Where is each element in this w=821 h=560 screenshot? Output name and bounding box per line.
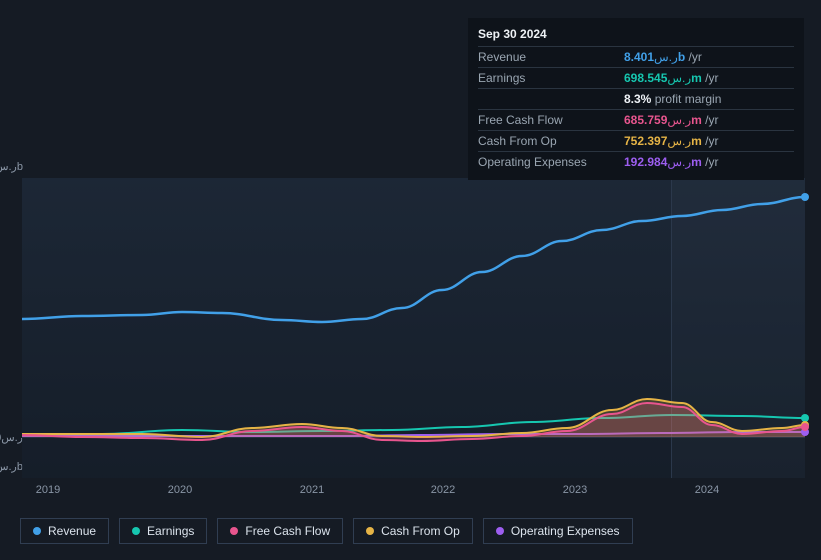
tooltip-date: Sep 30 2024 bbox=[478, 24, 794, 47]
legend-label: Revenue bbox=[48, 524, 96, 538]
tooltip-row-label: Operating Expenses bbox=[478, 155, 587, 169]
series-end-dot bbox=[801, 193, 809, 201]
legend-dot-icon bbox=[132, 527, 140, 535]
tooltip-row-label: Revenue bbox=[478, 50, 526, 64]
chart-svg bbox=[22, 178, 805, 478]
legend-item[interactable]: Operating Expenses bbox=[483, 518, 633, 544]
x-axis-tick: 2021 bbox=[300, 484, 324, 496]
legend-label: Operating Expenses bbox=[511, 524, 620, 538]
chart-plot-area bbox=[22, 178, 805, 478]
legend-dot-icon bbox=[366, 527, 374, 535]
tooltip-row-value: 192.984ر.سm /yr bbox=[624, 155, 794, 169]
tooltip-rows: Revenue 8.401ر.سb /yr Earnings 698.545ر.سm … bbox=[478, 47, 794, 172]
legend-dot-icon bbox=[230, 527, 238, 535]
tooltip-row-label: Free Cash Flow bbox=[478, 113, 563, 127]
tooltip-row-value: 752.397ر.سm /yr bbox=[624, 134, 794, 148]
tooltip-row-value: 8.3% profit margin bbox=[624, 92, 794, 106]
legend-item[interactable]: Earnings bbox=[119, 518, 207, 544]
tooltip-row: Cash From Op 752.397ر.سm /yr bbox=[478, 131, 794, 152]
tooltip-row-value: 698.545ر.سm /yr bbox=[624, 71, 794, 85]
y-axis-label: ر.س-1b bbox=[0, 460, 23, 473]
x-axis-tick: 2023 bbox=[563, 484, 587, 496]
legend-item[interactable]: Revenue bbox=[20, 518, 109, 544]
x-axis-tick: 2022 bbox=[431, 484, 455, 496]
y-axis-label: ر.س0 bbox=[0, 431, 23, 444]
legend-item[interactable]: Free Cash Flow bbox=[217, 518, 343, 544]
legend-item[interactable]: Cash From Op bbox=[353, 518, 473, 544]
tooltip-row: Free Cash Flow 685.759ر.سm /yr bbox=[478, 110, 794, 131]
legend-dot-icon bbox=[33, 527, 41, 535]
tooltip-row-value: 685.759ر.سm /yr bbox=[624, 113, 794, 127]
tooltip-row-label: Cash From Op bbox=[478, 134, 557, 148]
series-end-dot bbox=[801, 423, 809, 431]
legend-label: Free Cash Flow bbox=[245, 524, 330, 538]
tooltip-row: Revenue 8.401ر.سb /yr bbox=[478, 47, 794, 68]
legend-label: Earnings bbox=[147, 524, 194, 538]
tooltip-row: Earnings 698.545ر.سm /yr bbox=[478, 68, 794, 89]
tooltip-row-value: 8.401ر.سb /yr bbox=[624, 50, 794, 64]
tooltip-row: 8.3% profit margin bbox=[478, 89, 794, 110]
x-axis-tick: 2024 bbox=[695, 484, 719, 496]
legend: Revenue Earnings Free Cash Flow Cash From O… bbox=[20, 518, 633, 544]
x-axis: 2019 2020 2021 2022 2023 2024 bbox=[22, 484, 805, 504]
legend-dot-icon bbox=[496, 527, 504, 535]
tooltip-row-label: Earnings bbox=[478, 71, 525, 85]
y-axis-label: ر.س9b bbox=[0, 160, 23, 173]
x-axis-tick: 2020 bbox=[168, 484, 192, 496]
legend-label: Cash From Op bbox=[381, 524, 460, 538]
x-axis-tick: 2019 bbox=[36, 484, 60, 496]
chart-tooltip: Sep 30 2024 Revenue 8.401ر.سb /yr Earnings… bbox=[468, 18, 804, 180]
tooltip-row: Operating Expenses 192.984ر.سm /yr bbox=[478, 152, 794, 172]
